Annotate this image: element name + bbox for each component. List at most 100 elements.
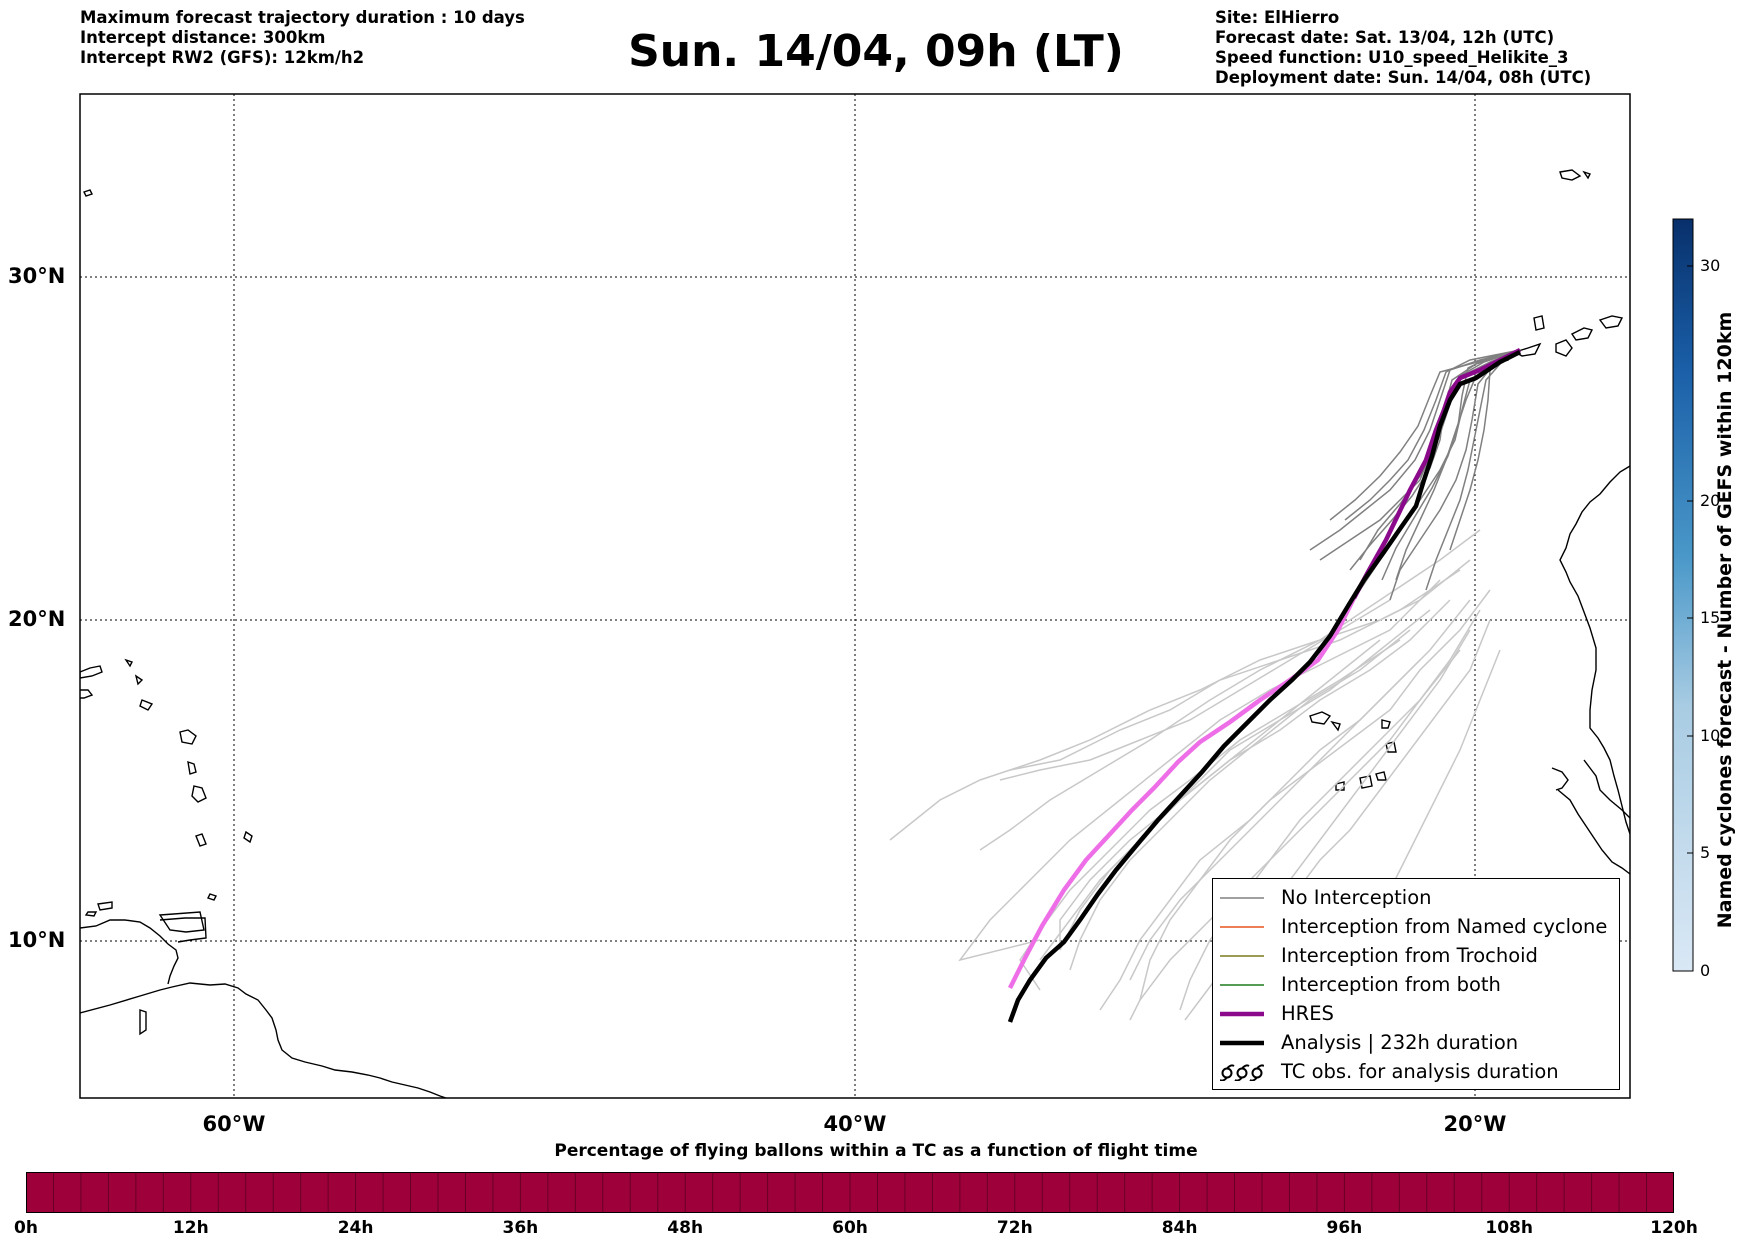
legend-swatch-named-cyclone [1220,925,1264,928]
island-tiny [83,189,93,197]
legend-label: TC obs. for analysis duration [1281,1060,1559,1083]
faded-trajectory [979,529,1481,851]
map-frame [79,93,1631,1099]
no-interception-trajectory [1349,349,1521,571]
legend-item-tc-obs: TC obs. for analysis duration [1213,1057,1619,1086]
faded-trajectory [999,599,1391,781]
island-barbados [243,830,253,844]
header-right-line: Deployment date: Sun. 14/04, 08h (UTC) [1215,68,1592,87]
no-interception-trajectory [1344,349,1521,521]
island-cape-verde [1375,771,1387,781]
bottom-colorbar-tick-label: 96h [1326,1218,1363,1238]
colorbar-tick-label: 0 [1700,961,1711,980]
legend-swatch-both [1220,983,1264,986]
legend-swatch-hres [1220,1011,1264,1016]
analysis-trajectory [1007,349,1522,1023]
legend-item-trochoid: Interception from Trochoid [1213,941,1619,970]
lon-label-60w: 60°W [202,1112,266,1136]
header-info-left: Maximum forecast trajectory duration : 1… [80,8,525,68]
legend-label: Interception from both [1281,973,1501,996]
bottom-colorbar-tick-label: 84h [1161,1218,1198,1238]
bottom-colorbar-title: Percentage of flying ballons within a TC… [554,1141,1198,1161]
legend-label: HRES [1281,1002,1334,1025]
header-right-line: Forecast date: Sat. 13/04, 12h (UTC) [1215,28,1555,47]
island-curacao [84,911,98,917]
coastline-south-america [80,982,447,1098]
bottom-colorbar-tick-label: 60h [832,1218,868,1238]
island-canary-tenerife [1513,342,1542,357]
bottom-colorbar-tick-label: 12h [172,1218,209,1238]
coastline-paria [159,917,207,943]
island-canary-gran-canaria [1555,339,1573,357]
header-info-right: Site: ElHierro Forecast date: Sat. 13/04… [1215,8,1591,88]
colorbar-right [1672,218,1694,972]
legend-swatch-trochoid [1220,954,1264,957]
island-tiny [139,1009,147,1036]
legend-item-analysis: Analysis | 232h duration [1213,1028,1619,1057]
island-guadeloupe [179,729,197,745]
island-cape-verde [1335,781,1345,791]
coastline-africa-inlet [1583,759,1630,819]
faded-trajectory [1069,629,1411,971]
colorbar-tick-label: 15 [1700,608,1721,627]
legend-label: Analysis | 232h duration [1281,1031,1519,1054]
map-title: Sun. 14/04, 09h (LT) [628,26,1124,77]
coastline-venezuela-bay [80,919,179,985]
colorbar-tick-label: 30 [1700,256,1721,275]
lat-label-30n: 30°N [8,264,66,288]
no-interception-trajectory [1309,349,1521,551]
header-left-line: Intercept RW2 (GFS): 12km/h2 [80,48,365,67]
island-cape-verde [1309,711,1332,725]
island-martinique [191,785,207,803]
cyclone-icon [1220,1063,1264,1081]
faded-trajectory [1059,639,1381,950]
header-left-line: Intercept distance: 300km [80,28,326,47]
island-dominica [187,760,197,775]
island-canary-fuerteventura [1598,315,1624,329]
legend-swatch-no-interception [1220,896,1264,899]
legend-label: No Interception [1281,886,1432,909]
no-interception-trajectory [1319,349,1521,561]
header-left-line: Maximum forecast trajectory duration : 1… [80,8,525,27]
island-small [139,699,154,711]
colorbar-right-ticks [1687,265,1693,972]
bottom-colorbar-tick-label: 24h [337,1218,374,1238]
lat-label-20n: 20°N [8,607,66,631]
legend-label: Interception from Named cyclone [1281,915,1608,938]
island-grenada [207,893,217,901]
island-canary-lanzarote [1570,327,1594,341]
legend-item-named-cyclone: Interception from Named cyclone [1213,912,1619,941]
legend-item-both: Interception from both [1213,970,1619,999]
faded-trajectory [958,579,1441,962]
colorbar-tick-label: 5 [1700,843,1711,862]
legend-item-no-interception: No Interception [1213,883,1619,912]
no-interception-trajectory [1381,349,1521,581]
no-interception-trajectory [1425,349,1521,591]
legend-label: Interception from Trochoid [1281,944,1538,967]
faded-ensemble-trajectories [889,529,1501,1021]
island-puerto-rico [80,665,103,679]
island-aruba [97,901,113,911]
bottom-colorbar-tick-label: 120h [1650,1218,1698,1238]
lon-label-40w: 40°W [823,1112,887,1136]
no-interception-trajectory [1329,349,1521,521]
coastline-africa [1559,465,1630,835]
legend-item-hres: HRES [1213,999,1619,1028]
bottom-colorbar-tick-label: 48h [667,1218,704,1238]
lon-label-20w: 20°W [1443,1112,1507,1136]
faded-trajectory [1139,589,1491,1001]
header-right-line: Site: ElHierro [1215,8,1340,27]
hres-trajectory [1352,347,1522,600]
island-hispaniola-fragment [80,689,94,699]
bottom-colorbar-tick-label: 36h [502,1218,539,1238]
island-st-lucia [195,833,207,847]
colorbar-right-title: Named cyclones forecast - Number of GEFS… [1714,311,1736,929]
coastlines [80,169,1630,1098]
colorbar-tick-label: 10 [1700,726,1721,745]
legend-swatch-analysis [1220,1040,1264,1045]
bottom-colorbar-tick-label: 108h [1485,1218,1533,1238]
legend: No Interception Interception from Named … [1212,878,1620,1090]
faded-trajectory [1009,569,1461,771]
lat-label-10n: 10°N [8,928,66,952]
